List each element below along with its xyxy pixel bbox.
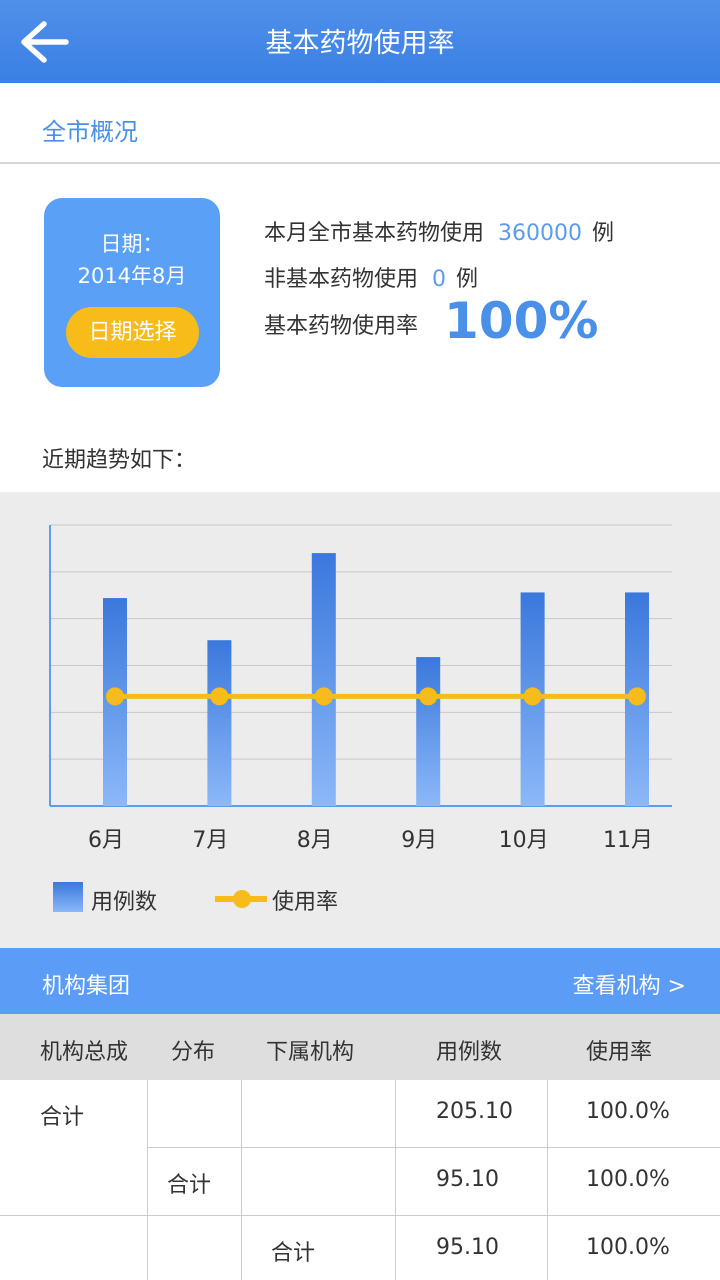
usage-rate-point-9月 — [419, 687, 438, 706]
divider — [0, 162, 720, 164]
date-select-button[interactable]: 日期选择 — [66, 307, 199, 358]
date-card: 日期： 2014年8月 日期选择 — [44, 198, 220, 387]
chart-canvas: 6月 7月 8月 9月 10月 11月 — [49, 524, 672, 853]
stat-value: 0 — [432, 267, 447, 292]
stat-nonessential-usage: 非基本药物使用 0 例 — [264, 261, 478, 293]
usage-rate-point-8月 — [314, 687, 333, 706]
column-header-org-total: 机构总成 — [40, 1040, 129, 1065]
stat-usage-rate: 基本药物使用率 — [264, 308, 418, 340]
usage-rate-point-7月 — [210, 687, 229, 706]
legend-bar-swatch — [53, 882, 83, 912]
column-header-rate: 使用率 — [586, 1040, 653, 1065]
trend-chart: 6月 7月 8月 9月 10月 11月 用例数 使用率 — [0, 492, 720, 948]
stat-unit: 例 — [456, 267, 479, 292]
x-tick-label: 8月 — [297, 828, 333, 853]
row-rate: 100.0% — [586, 1167, 670, 1192]
row-name: 合计 — [167, 1173, 212, 1198]
table-header: 机构总成 分布 下属机构 用例数 使用率 — [0, 1014, 720, 1080]
row-cases: 95.10 — [436, 1167, 499, 1192]
row-name: 合计 — [271, 1241, 316, 1266]
table-row[interactable]: 合计 205.10 100.0% — [0, 1080, 720, 1148]
x-tick-label: 9月 — [401, 828, 437, 853]
usage-rate-point-6月 — [106, 687, 124, 706]
usage-rate-value: 100% — [444, 292, 599, 350]
table-row[interactable]: 合计 95.10 100.0% — [0, 1148, 720, 1216]
legend-line-dot — [233, 890, 251, 908]
section-title-overview: 全市概况 — [42, 118, 138, 146]
usage-rate-point-11月 — [628, 687, 646, 706]
date-value: 2014年8月 — [77, 264, 187, 288]
bar-7月 — [207, 640, 232, 806]
table-divider — [395, 1080, 396, 1280]
column-header-sub-org: 下属机构 — [266, 1040, 355, 1065]
stat-label: 非基本药物使用 — [264, 267, 419, 292]
stat-label: 本月全市基本药物使用 — [264, 221, 485, 246]
x-tick-label: 10月 — [499, 828, 549, 853]
row-cases: 205.10 — [436, 1099, 513, 1124]
usage-rate-point-10月 — [523, 687, 542, 706]
bar-8月 — [311, 553, 336, 806]
x-tick-label: 7月 — [192, 828, 228, 853]
table-row[interactable]: 合计 95.10 100.0% — [0, 1216, 720, 1280]
legend-line-label: 使用率 — [272, 890, 339, 915]
x-tick-label: 6月 — [88, 828, 124, 853]
table-divider — [241, 1080, 242, 1280]
row-name: 合计 — [40, 1105, 85, 1130]
legend-bar-label: 用例数 — [91, 890, 158, 915]
stat-unit: 例 — [592, 221, 615, 246]
trend-label: 近期趋势如下： — [42, 448, 197, 473]
row-rate: 100.0% — [586, 1235, 670, 1260]
stat-label: 基本药物使用率 — [264, 314, 419, 339]
table-divider — [547, 1080, 548, 1280]
stat-essential-usage: 本月全市基本药物使用 360000 例 — [264, 215, 614, 247]
table-divider — [147, 1080, 148, 1280]
column-header-distribution: 分布 — [171, 1040, 216, 1065]
row-rate: 100.0% — [586, 1099, 670, 1124]
merged-cell-mask — [0, 1147, 147, 1149]
app-header: 基本药物使用率 — [0, 0, 720, 83]
page-title: 基本药物使用率 — [265, 28, 455, 59]
column-header-cases: 用例数 — [436, 1040, 503, 1065]
arrow-left-icon[interactable] — [18, 20, 70, 64]
org-group-title: 机构集团 — [42, 974, 131, 999]
row-cases: 95.10 — [436, 1235, 499, 1260]
date-label: 日期： — [100, 232, 164, 256]
org-group-bar: 机构集团 查看机构 > — [0, 948, 720, 1014]
bar-9月 — [416, 657, 441, 806]
x-tick-label: 11月 — [603, 828, 653, 853]
view-orgs-link[interactable]: 查看机构 > — [572, 974, 686, 999]
stat-value: 360000 — [498, 221, 582, 246]
